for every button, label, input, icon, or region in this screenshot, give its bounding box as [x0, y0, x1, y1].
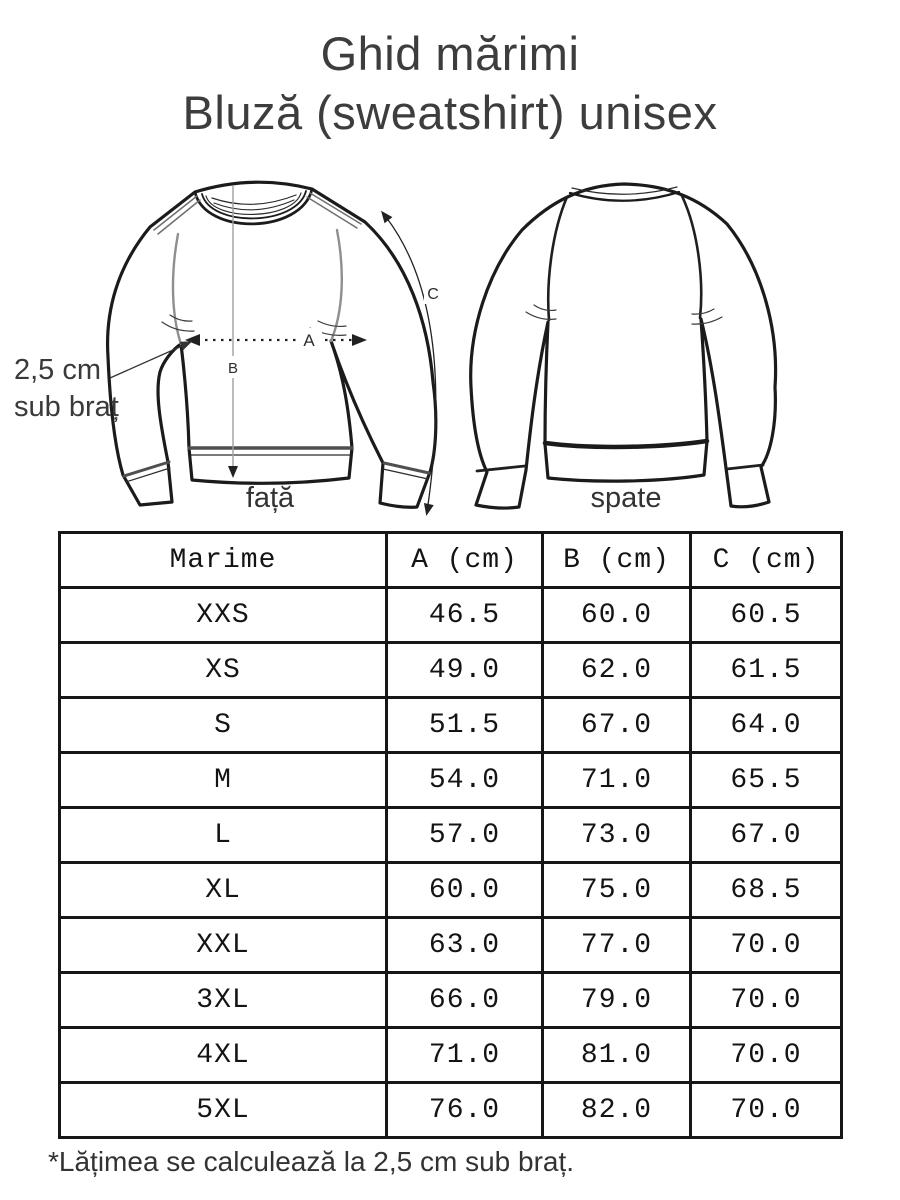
- a-cell: 46.5: [385, 586, 544, 644]
- table-row-xl: XL 60.0 75.0 68.5: [58, 861, 843, 919]
- c-cell: 70.0: [689, 1081, 843, 1139]
- b-cell: 79.0: [541, 971, 692, 1029]
- table-header-row: Marime A (cm) B (cm) C (cm): [58, 531, 843, 589]
- size-cell: 4XL: [58, 1026, 388, 1084]
- table-row-xxl: XXL 63.0 77.0 70.0: [58, 916, 843, 974]
- underarm-note-line-2: sub braț: [14, 391, 119, 423]
- front-sweatshirt-drawing: [105, 180, 438, 509]
- measure-b-line: B: [224, 186, 242, 478]
- b-cell: 62.0: [541, 641, 692, 699]
- a-cell: 66.0: [385, 971, 544, 1029]
- header-b-cm: B (cm): [541, 531, 692, 589]
- a-cell: 71.0: [385, 1026, 544, 1084]
- b-cell: 82.0: [541, 1081, 692, 1139]
- underarm-note: 2,5 cm sub braț: [14, 352, 119, 426]
- size-cell: M: [58, 751, 388, 809]
- c-cell: 68.5: [689, 861, 843, 919]
- a-cell: 49.0: [385, 641, 544, 699]
- measure-a-arrow: A: [185, 328, 367, 351]
- b-cell: 67.0: [541, 696, 692, 754]
- a-cell: 57.0: [385, 806, 544, 864]
- c-cell: 64.0: [689, 696, 843, 754]
- page-title: Ghid mărimi Bluză (sweatshirt) unisex: [0, 24, 900, 142]
- c-cell: 60.5: [689, 586, 843, 644]
- table-row-3xl: 3XL 66.0 79.0 70.0: [58, 971, 843, 1029]
- back-view-label: spate: [590, 482, 662, 514]
- size-cell: XS: [58, 641, 388, 699]
- underarm-arrow: [109, 341, 193, 379]
- size-cell: XXL: [58, 916, 388, 974]
- b-cell: 75.0: [541, 861, 692, 919]
- a-cell: 63.0: [385, 916, 544, 974]
- size-cell: XXS: [58, 586, 388, 644]
- measure-c-arrow: C: [381, 210, 442, 516]
- table-row-xs: XS 49.0 62.0 61.5: [58, 641, 843, 699]
- a-cell: 51.5: [385, 696, 544, 754]
- measure-a-label: A: [303, 331, 315, 350]
- c-cell: 70.0: [689, 971, 843, 1029]
- header-a-cm: A (cm): [385, 531, 544, 589]
- c-cell: 61.5: [689, 641, 843, 699]
- b-cell: 81.0: [541, 1026, 692, 1084]
- c-cell: 70.0: [689, 1026, 843, 1084]
- table-row-l: L 57.0 73.0 67.0: [58, 806, 843, 864]
- b-cell: 77.0: [541, 916, 692, 974]
- size-cell: S: [58, 696, 388, 754]
- table-row-4xl: 4XL 71.0 81.0 70.0: [58, 1026, 843, 1084]
- size-cell: 5XL: [58, 1081, 388, 1139]
- measure-c-label: C: [427, 286, 439, 303]
- table-row-s: S 51.5 67.0 64.0: [58, 696, 843, 754]
- front-view-label: față: [245, 482, 295, 514]
- underarm-note-line-1: 2,5 cm: [14, 354, 102, 386]
- b-cell: 60.0: [541, 586, 692, 644]
- sweatshirt-measurement-diagram: A B C: [105, 180, 778, 516]
- table-row-xxs: XXS 46.5 60.0 60.5: [58, 586, 843, 644]
- table-row-5xl: 5XL 76.0 82.0 70.0: [58, 1081, 843, 1139]
- footnote: *Lățimea se calculează la 2,5 cm sub bra…: [48, 1146, 575, 1177]
- size-cell: XL: [58, 861, 388, 919]
- a-cell: 60.0: [385, 861, 544, 919]
- size-cell: 3XL: [58, 971, 388, 1029]
- c-cell: 70.0: [689, 916, 843, 974]
- b-cell: 71.0: [541, 751, 692, 809]
- header-c-cm: C (cm): [689, 531, 843, 589]
- size-cell: L: [58, 806, 388, 864]
- back-sweatshirt-drawing: [469, 182, 778, 510]
- table-row-m: M 54.0 71.0 65.5: [58, 751, 843, 809]
- title-line-1: Ghid mărimi: [320, 27, 580, 80]
- c-cell: 65.5: [689, 751, 843, 809]
- a-cell: 76.0: [385, 1081, 544, 1139]
- a-cell: 54.0: [385, 751, 544, 809]
- title-line-2: Bluză (sweatshirt) unisex: [182, 86, 718, 139]
- header-size: Marime: [58, 531, 388, 589]
- measure-b-label: B: [228, 360, 238, 377]
- size-chart-table: Marime A (cm) B (cm) C (cm) XXS 46.5 60.…: [58, 531, 843, 1139]
- c-cell: 67.0: [689, 806, 843, 864]
- b-cell: 73.0: [541, 806, 692, 864]
